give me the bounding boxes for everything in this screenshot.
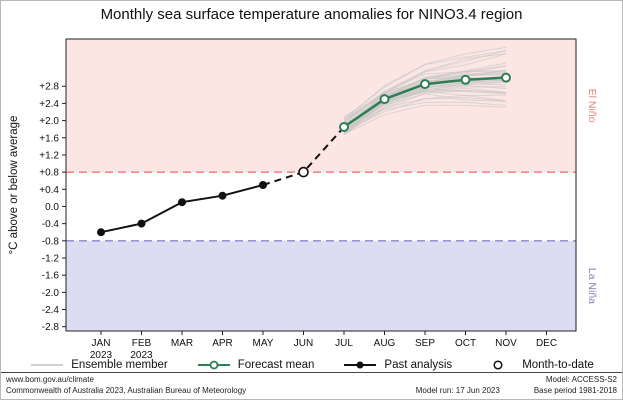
- y-axis-tick-label: +1.6: [39, 133, 59, 144]
- legend-swatch-ensemble-member: [31, 364, 64, 366]
- past-analysis-marker: [137, 219, 146, 228]
- x-axis-month-label: SEP: [415, 338, 435, 349]
- forecast-mean-marker: [339, 122, 349, 132]
- y-axis-title: °C above or below average: [8, 116, 20, 255]
- past-analysis-marker: [218, 191, 227, 200]
- legend-label-past-analysis: Past analysis: [384, 359, 453, 371]
- footer-bom-url: www.bom.gov.au/climate: [6, 375, 94, 385]
- past-analysis-line: [100, 184, 264, 234]
- x-axis-month-label: MAR: [171, 338, 193, 349]
- ensemble-member-line: [343, 83, 507, 131]
- x-axis-year-label: 2023: [130, 350, 153, 361]
- legend-marker: [209, 360, 219, 370]
- month-to-date-marker: [298, 166, 309, 178]
- footer-model-name: Model: ACCESS-S2: [545, 375, 617, 385]
- legend-label-ensemble-member: Ensemble member: [71, 359, 168, 371]
- x-axis-month-label: JAN: [92, 338, 111, 349]
- footer-model-run: Model run: 17 Jun 2023: [415, 385, 500, 395]
- y-axis-tick-label: -2.0: [42, 288, 60, 299]
- y-axis-tick-label: -1.6: [42, 271, 60, 282]
- ensemble-member-line: [343, 104, 507, 135]
- forecast-mean-marker: [420, 79, 430, 90]
- x-axis-month-label: AUG: [374, 338, 396, 349]
- x-axis-month-label: MAY: [253, 338, 274, 349]
- el-nino-label: El Niño: [586, 89, 598, 123]
- chart-legend: Ensemble member Forecast mean Past analysi…: [1, 358, 622, 372]
- y-axis-tick-label: +0.8: [39, 168, 59, 179]
- legend-marker: [493, 360, 503, 370]
- ensemble-member-line: [343, 70, 507, 125]
- legend-label-forecast-mean: Forecast mean: [237, 359, 315, 371]
- ensemble-member-line: [343, 94, 507, 131]
- legend-item-forecast-mean: Forecast mean: [196, 358, 315, 372]
- forecast-mean-marker: [379, 94, 390, 105]
- x-axis-month-label: NOV: [495, 338, 517, 349]
- chart-footer: www.bom.gov.au/climate Model: ACCESS-S2 …: [1, 372, 622, 399]
- x-axis-month-label: APR: [212, 338, 233, 349]
- legend-swatch-month-to-date: [493, 360, 503, 370]
- x-axis-year-label: 2023: [90, 350, 113, 361]
- x-axis-month-label: JUN: [294, 338, 313, 349]
- legend-swatch-past-analysis: [344, 361, 377, 369]
- la-nina-label: La Niña: [586, 268, 598, 304]
- y-axis-tick-label: 0.0: [45, 202, 59, 213]
- y-axis-tick-label: -1.2: [42, 254, 60, 265]
- legend-label-month-to-date: Month-to-date: [522, 359, 594, 371]
- plot-border: [65, 38, 577, 332]
- past-analysis-marker: [259, 181, 267, 189]
- past-analysis-marker: [178, 198, 186, 207]
- y-axis-tick-label: +2.8: [39, 82, 59, 93]
- ensemble-member-line: [343, 46, 507, 121]
- x-axis-month-label: OCT: [455, 338, 476, 349]
- x-axis-month-label: DEC: [536, 338, 557, 349]
- x-axis-month-label: FEB: [132, 338, 152, 349]
- footer-base-period: Base period 1981-2018: [533, 385, 617, 395]
- y-axis-tick-label: -2.4: [42, 305, 60, 316]
- legend-item-ensemble-member: Ensemble member: [29, 358, 168, 372]
- la-nina-region: [66, 240, 576, 331]
- y-axis-tick-label: +2.0: [39, 116, 59, 127]
- legend-marker: [356, 361, 364, 369]
- el-nino-region: [66, 39, 576, 173]
- legend-swatch-forecast-mean: [197, 360, 230, 370]
- y-axis-tick-label: -2.8: [42, 322, 60, 333]
- y-axis-tick-label: -0.8: [42, 236, 60, 247]
- y-axis-tick-label: +1.2: [39, 150, 59, 161]
- forecast-mean-marker: [460, 74, 471, 85]
- past-analysis-marker: [97, 228, 105, 237]
- y-axis-tick-label: +2.4: [39, 99, 59, 110]
- x-axis-month-label: JUL: [335, 338, 353, 349]
- ensemble-member-line: [343, 50, 507, 129]
- forecast-mean-marker: [501, 72, 511, 83]
- footer-copyright: Commonwealth of Australia 2023, Australi…: [6, 385, 247, 395]
- legend-item-month-to-date: Month-to-date: [480, 358, 594, 372]
- chart-title: Monthly sea surface temperature anomalie…: [100, 6, 523, 23]
- y-axis-tick-label: +0.4: [39, 185, 59, 196]
- y-axis-tick-label: -0.4: [42, 219, 60, 230]
- ensemble-member-line: [343, 93, 507, 127]
- legend-item-past-analysis: Past analysis: [342, 358, 452, 372]
